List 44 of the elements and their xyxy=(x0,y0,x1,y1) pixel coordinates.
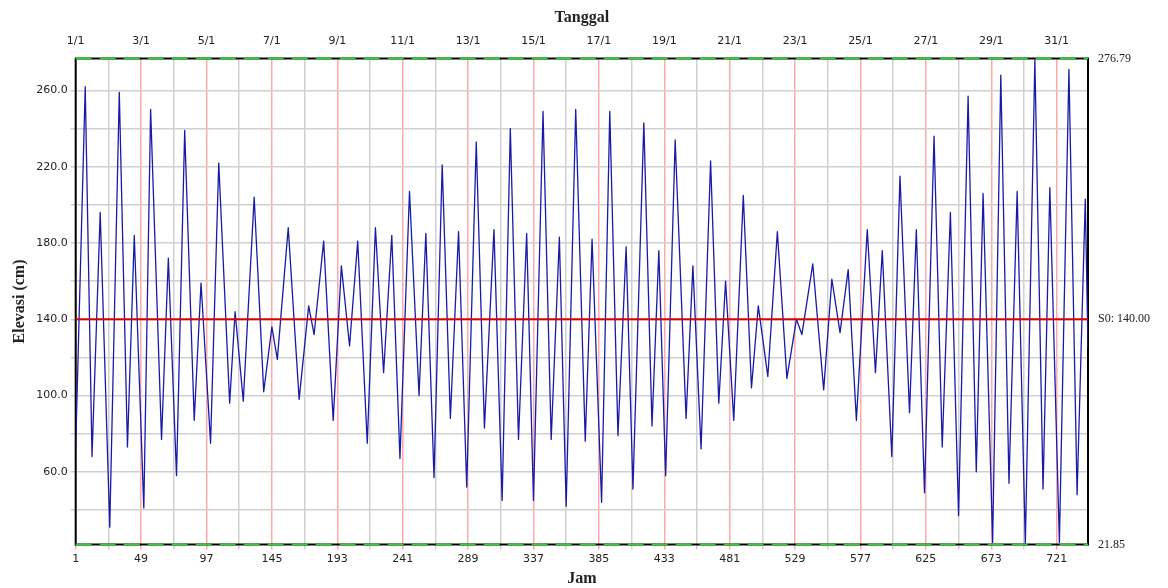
x2-tick-label: 21/1 xyxy=(717,33,743,47)
x2-tick-label: 23/1 xyxy=(782,33,808,47)
x-tick-label: 49 xyxy=(134,552,149,566)
y-tick-label: 100.0 xyxy=(36,388,68,402)
x2-tick-label: 11/1 xyxy=(390,33,416,47)
y-tick-label: 260.0 xyxy=(36,83,68,97)
x-tick-label: 721 xyxy=(1046,552,1068,566)
x-tick-label: 337 xyxy=(522,552,544,566)
x2-tick-label: 5/1 xyxy=(197,33,216,47)
x-tick-label: 625 xyxy=(915,552,937,566)
x-tick-label: 577 xyxy=(849,552,871,566)
x-tick-label: 97 xyxy=(199,552,214,566)
y-tick-label: 180.0 xyxy=(36,235,68,249)
x-axis-title: Jam xyxy=(567,568,598,586)
x2-tick-label: 7/1 xyxy=(263,33,281,47)
x-tick-label: 433 xyxy=(653,552,675,566)
y-axis-title: Elevasi (cm) xyxy=(9,259,28,344)
y-tick-label: 60.0 xyxy=(43,464,68,478)
x-tick-label: 481 xyxy=(719,552,741,566)
x2-axis-title: Tanggal xyxy=(554,7,610,26)
ref-line-label: S0: 140.00 xyxy=(1098,311,1151,326)
x-tick-label: 529 xyxy=(784,552,806,566)
x2-tick-label: 9/1 xyxy=(328,33,347,47)
x-tick-label: 289 xyxy=(457,552,479,566)
x-tick-label: 673 xyxy=(980,552,1002,566)
x2-tick-label: 31/1 xyxy=(1044,33,1070,47)
x-tick-label: 145 xyxy=(261,552,283,566)
y-tick-label: 220.0 xyxy=(36,159,68,173)
x-tick-label: 193 xyxy=(326,552,348,566)
x2-tick-label: 13/1 xyxy=(455,33,481,47)
x2-tick-label: 3/1 xyxy=(132,33,150,47)
x2-tick-label: 27/1 xyxy=(913,33,939,47)
x2-tick-label: 25/1 xyxy=(848,33,873,47)
x2-tick-label: 17/1 xyxy=(586,33,612,47)
x-tick-label: 241 xyxy=(392,552,414,566)
x-tick-label: 1 xyxy=(72,552,80,566)
x2-tick-label: 15/1 xyxy=(521,33,546,47)
ref-line-label: 21.85 xyxy=(1098,536,1125,551)
x-tick-label: 385 xyxy=(588,552,610,566)
x2-tick-label: 1/1 xyxy=(66,33,85,47)
ref-line-label: 276.79 xyxy=(1098,50,1131,65)
x2-tick-label: 19/1 xyxy=(651,33,677,47)
x2-tick-label: 29/1 xyxy=(978,33,1004,47)
y-tick-label: 140.0 xyxy=(36,312,68,326)
